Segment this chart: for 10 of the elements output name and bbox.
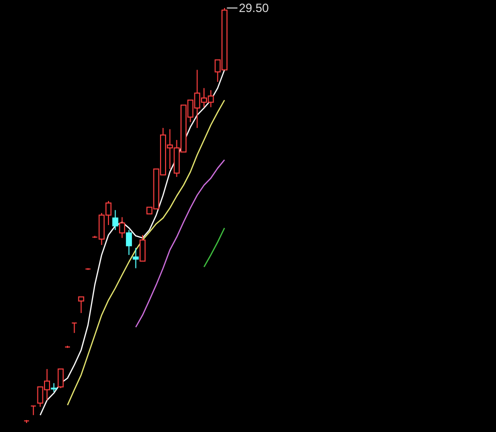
- candlestick: [126, 230, 132, 256]
- candlestick: [58, 368, 64, 389]
- candlestick: [30, 405, 36, 416]
- text: 29.50: [238, 1, 270, 15]
- candlestick: [119, 216, 126, 238]
- candlestick: [132, 247, 139, 269]
- candlestick: [78, 296, 84, 314]
- candlestick: [112, 210, 118, 231]
- candlestick: [140, 234, 146, 262]
- candlestick: [71, 322, 78, 334]
